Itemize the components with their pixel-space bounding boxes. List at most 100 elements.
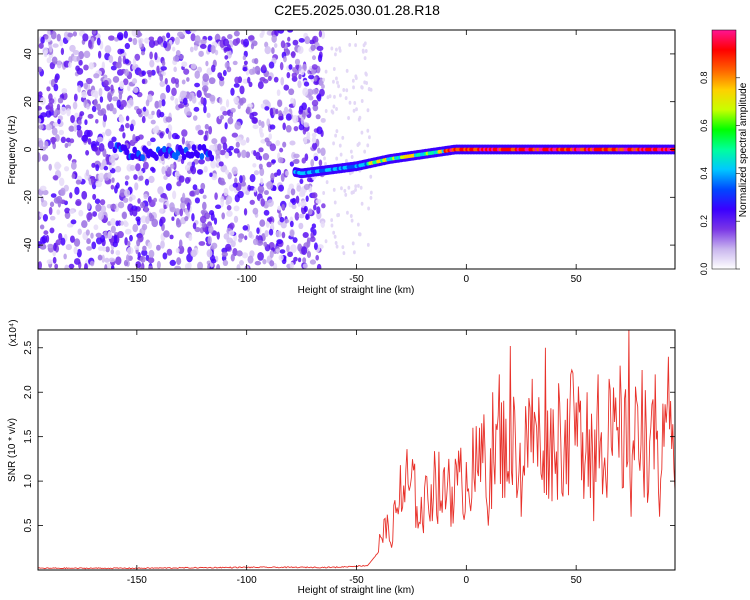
noise-blob xyxy=(72,31,78,37)
noise-blob xyxy=(290,244,297,253)
noise-blob xyxy=(348,42,352,47)
noise-blob xyxy=(363,80,367,85)
noise-blob xyxy=(77,228,82,236)
noise-blob xyxy=(49,215,56,221)
noise-blob xyxy=(172,55,180,62)
noise-blob xyxy=(107,140,114,150)
noise-blob xyxy=(222,69,227,77)
noise-blob xyxy=(119,80,125,90)
noise-blob xyxy=(125,254,130,263)
noise-blob xyxy=(355,107,358,112)
noise-blob xyxy=(118,116,125,123)
noise-blob xyxy=(352,190,355,195)
noise-blob xyxy=(268,61,275,69)
noise-blob xyxy=(81,190,88,200)
noise-blob xyxy=(127,240,131,247)
noise-blob xyxy=(203,166,208,173)
noise-blob xyxy=(69,138,75,144)
noise-blob xyxy=(357,183,360,188)
noise-blob xyxy=(59,39,64,47)
noise-blob xyxy=(230,107,236,113)
noise-blob xyxy=(273,172,278,178)
noise-blob xyxy=(264,46,272,55)
snr-y-tick-label: 1.5 xyxy=(23,429,34,443)
noise-blob xyxy=(85,150,90,156)
noise-blob xyxy=(233,83,240,88)
noise-blob xyxy=(95,118,99,124)
noise-blob xyxy=(306,250,312,259)
noise-blob xyxy=(116,99,122,109)
signal-mark xyxy=(197,144,203,151)
noise-blob xyxy=(245,190,250,196)
noise-blob xyxy=(108,155,116,164)
signal-mark xyxy=(153,154,159,161)
noise-blob xyxy=(39,97,46,105)
noise-blob xyxy=(315,254,320,261)
noise-blob xyxy=(208,125,213,135)
noise-blob xyxy=(192,184,198,191)
noise-blob xyxy=(196,169,203,175)
noise-blob xyxy=(245,151,251,158)
noise-blob xyxy=(366,242,370,247)
noise-blob xyxy=(243,60,248,66)
noise-blob xyxy=(332,79,335,84)
noise-blob xyxy=(204,123,210,130)
noise-blob xyxy=(178,175,185,183)
noise-blob xyxy=(64,264,69,269)
noise-blob xyxy=(56,209,61,215)
noise-blob xyxy=(101,158,107,167)
noise-blob xyxy=(214,204,222,210)
noise-blob xyxy=(222,142,228,151)
noise-blob xyxy=(165,84,171,93)
noise-blob xyxy=(271,159,276,164)
noise-blob xyxy=(177,31,184,38)
noise-blob xyxy=(302,263,309,269)
noise-blob xyxy=(234,76,240,84)
noise-blob xyxy=(363,149,367,154)
noise-blob xyxy=(150,137,156,143)
noise-blob xyxy=(332,187,336,192)
noise-blob xyxy=(263,190,269,196)
noise-blob xyxy=(57,97,64,104)
noise-blob xyxy=(303,122,310,128)
noise-blob xyxy=(46,259,53,265)
noise-blob xyxy=(300,69,305,76)
noise-blob xyxy=(122,132,126,139)
noise-blob xyxy=(269,107,274,117)
noise-blob xyxy=(82,33,89,42)
noise-blob xyxy=(39,212,43,218)
noise-blob xyxy=(302,257,307,264)
noise-blob xyxy=(70,219,77,225)
noise-blob xyxy=(171,87,177,97)
noise-blob xyxy=(335,244,339,249)
noise-blob xyxy=(92,30,97,35)
spectrogram-x-tick-label: -100 xyxy=(237,274,257,285)
noise-blob xyxy=(133,174,138,180)
noise-blob xyxy=(313,75,318,82)
noise-blob xyxy=(164,78,168,85)
noise-blob xyxy=(297,243,303,252)
noise-blob xyxy=(112,75,120,83)
noise-blob xyxy=(135,261,142,269)
noise-blob xyxy=(281,204,285,210)
noise-blob xyxy=(141,78,146,85)
noise-blob xyxy=(360,98,364,103)
noise-blob xyxy=(282,122,286,131)
noise-blob xyxy=(291,197,297,206)
noise-blob xyxy=(247,255,254,264)
noise-blob xyxy=(53,242,57,252)
noise-blob xyxy=(96,136,104,143)
noise-blob xyxy=(213,217,218,225)
noise-blob xyxy=(159,73,164,82)
noise-blob xyxy=(211,138,218,145)
noise-blob xyxy=(90,232,94,239)
noise-blob xyxy=(104,45,112,54)
noise-blob xyxy=(207,235,212,245)
noise-blob xyxy=(53,110,57,117)
noise-blob xyxy=(334,52,337,57)
noise-blob xyxy=(293,126,299,132)
noise-blob xyxy=(81,134,88,142)
noise-blob xyxy=(343,188,347,193)
noise-blob xyxy=(305,195,309,202)
noise-blob xyxy=(360,130,364,135)
